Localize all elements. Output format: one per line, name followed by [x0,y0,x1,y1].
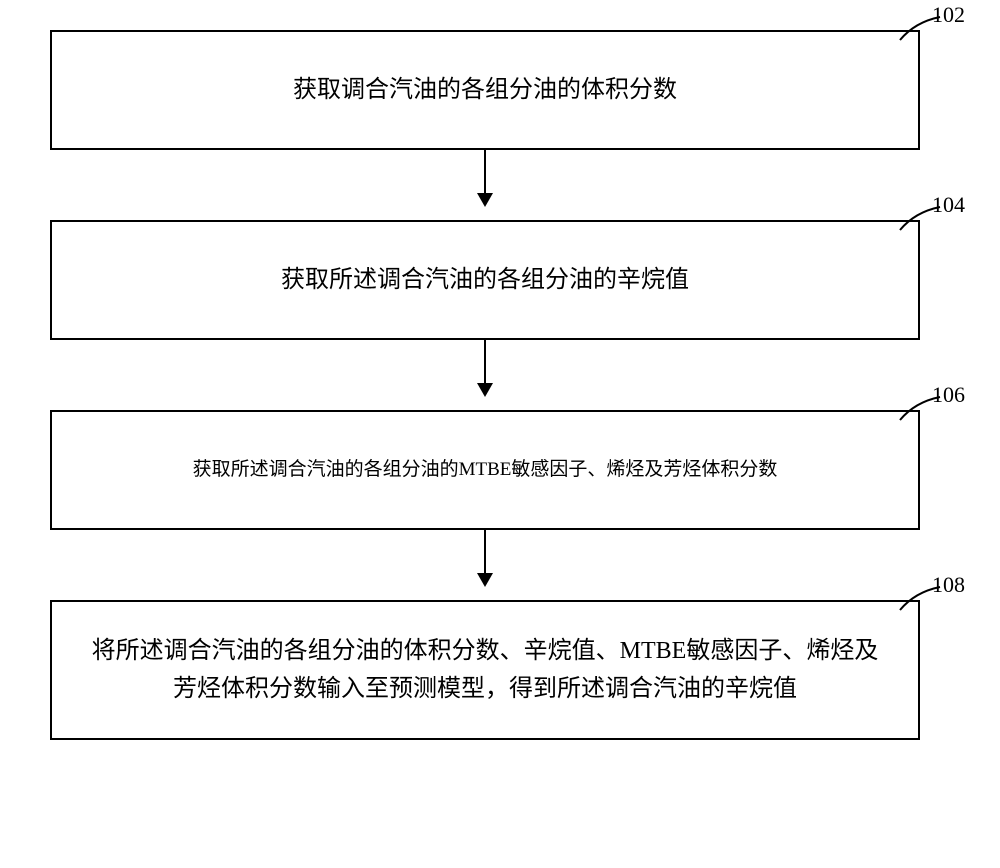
arrow-106-108 [50,530,920,600]
step-box-102: 获取调合汽油的各组分油的体积分数 [50,30,920,150]
arrow-line [484,340,486,395]
step-text-106: 获取所述调合汽油的各组分油的MTBE敏感因子、烯烃及芳烃体积分数 [193,455,778,485]
step-108-container: 108 将所述调合汽油的各组分油的体积分数、辛烷值、MTBE敏感因子、烯烃及芳烃… [50,600,950,740]
step-box-106: 获取所述调合汽油的各组分油的MTBE敏感因子、烯烃及芳烃体积分数 [50,410,920,530]
step-box-104: 获取所述调合汽油的各组分油的辛烷值 [50,220,920,340]
step-label-108: 108 [932,572,965,598]
step-box-108: 将所述调合汽油的各组分油的体积分数、辛烷值、MTBE敏感因子、烯烃及芳烃体积分数… [50,600,920,740]
step-106-container: 106 获取所述调合汽油的各组分油的MTBE敏感因子、烯烃及芳烃体积分数 [50,410,950,530]
arrow-104-106 [50,340,920,410]
step-104-container: 104 获取所述调合汽油的各组分油的辛烷值 [50,220,950,340]
step-label-106: 106 [932,382,965,408]
arrow-line [484,530,486,585]
flowchart-container: 102 获取调合汽油的各组分油的体积分数 104 获取所述调合汽油的各组分油的辛… [50,30,950,740]
step-label-104: 104 [932,192,965,218]
step-text-108: 将所述调合汽油的各组分油的体积分数、辛烷值、MTBE敏感因子、烯烃及芳烃体积分数… [82,632,888,709]
arrow-line [484,150,486,205]
arrow-102-104 [50,150,920,220]
step-text-104: 获取所述调合汽油的各组分油的辛烷值 [281,261,689,299]
step-text-102: 获取调合汽油的各组分油的体积分数 [293,71,677,109]
step-label-102: 102 [932,2,965,28]
step-102-container: 102 获取调合汽油的各组分油的体积分数 [50,30,950,150]
